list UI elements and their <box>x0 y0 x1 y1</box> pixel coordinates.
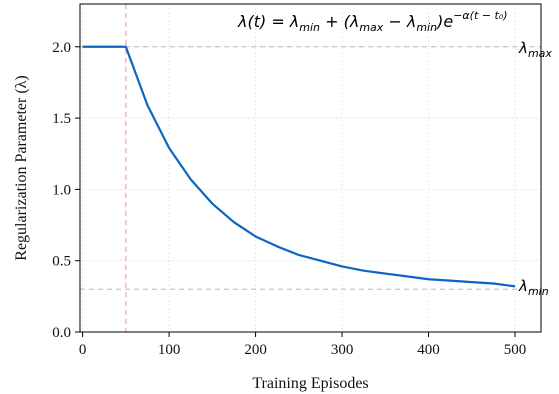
reference-lines <box>80 4 541 332</box>
x-tick-label: 500 <box>504 342 527 358</box>
lambda-min-sub: min <box>528 285 549 298</box>
formula-lhs: λ(t) = λ <box>237 12 299 31</box>
y-tick-label: 0.0 <box>52 325 71 341</box>
x-tick-label: 200 <box>244 342 267 358</box>
lambda-min-label: λmin <box>518 277 549 298</box>
series-layer <box>82 45 516 288</box>
formula-sub-min: min <box>299 21 320 34</box>
x-tick-label: 0 <box>79 342 87 358</box>
x-axis-label: Training Episodes <box>252 375 368 392</box>
y-tick-label: 0.5 <box>52 254 71 270</box>
formula-exponent: −α(t − t₀) <box>453 9 507 22</box>
plot-frame <box>79 3 542 333</box>
x-tick-label: 400 <box>417 342 440 358</box>
formula-sub-max: max <box>359 21 383 34</box>
lambda-min-base: λ <box>518 277 528 295</box>
y-tick-label: 1.0 <box>52 182 71 198</box>
formula-plus: + (λ <box>320 12 359 31</box>
formula-annotation: λ(t) = λmin + (λmax − λmin)e−α(t − t₀) <box>237 9 507 34</box>
formula-paren: )e <box>436 12 453 31</box>
decay-curve-line <box>82 45 516 288</box>
y-tick-label: 2.0 <box>52 40 71 56</box>
y-tick-label: 1.5 <box>52 111 71 127</box>
x-tick-label: 100 <box>158 342 181 358</box>
formula-minus: − λ <box>383 12 416 31</box>
y-axis-label: Regularization Parameter (λ) <box>13 75 30 260</box>
lambda-max-label: λmax <box>518 39 552 60</box>
formula-sub-min-2: min <box>416 21 437 34</box>
ticks: 0 100 200 300 400 500 0.0 0.5 1.0 1.5 2.0 <box>52 40 526 358</box>
lambda-max-base: λ <box>518 39 528 57</box>
lambda-max-sub: max <box>528 47 552 60</box>
x-tick-label: 300 <box>331 342 354 358</box>
